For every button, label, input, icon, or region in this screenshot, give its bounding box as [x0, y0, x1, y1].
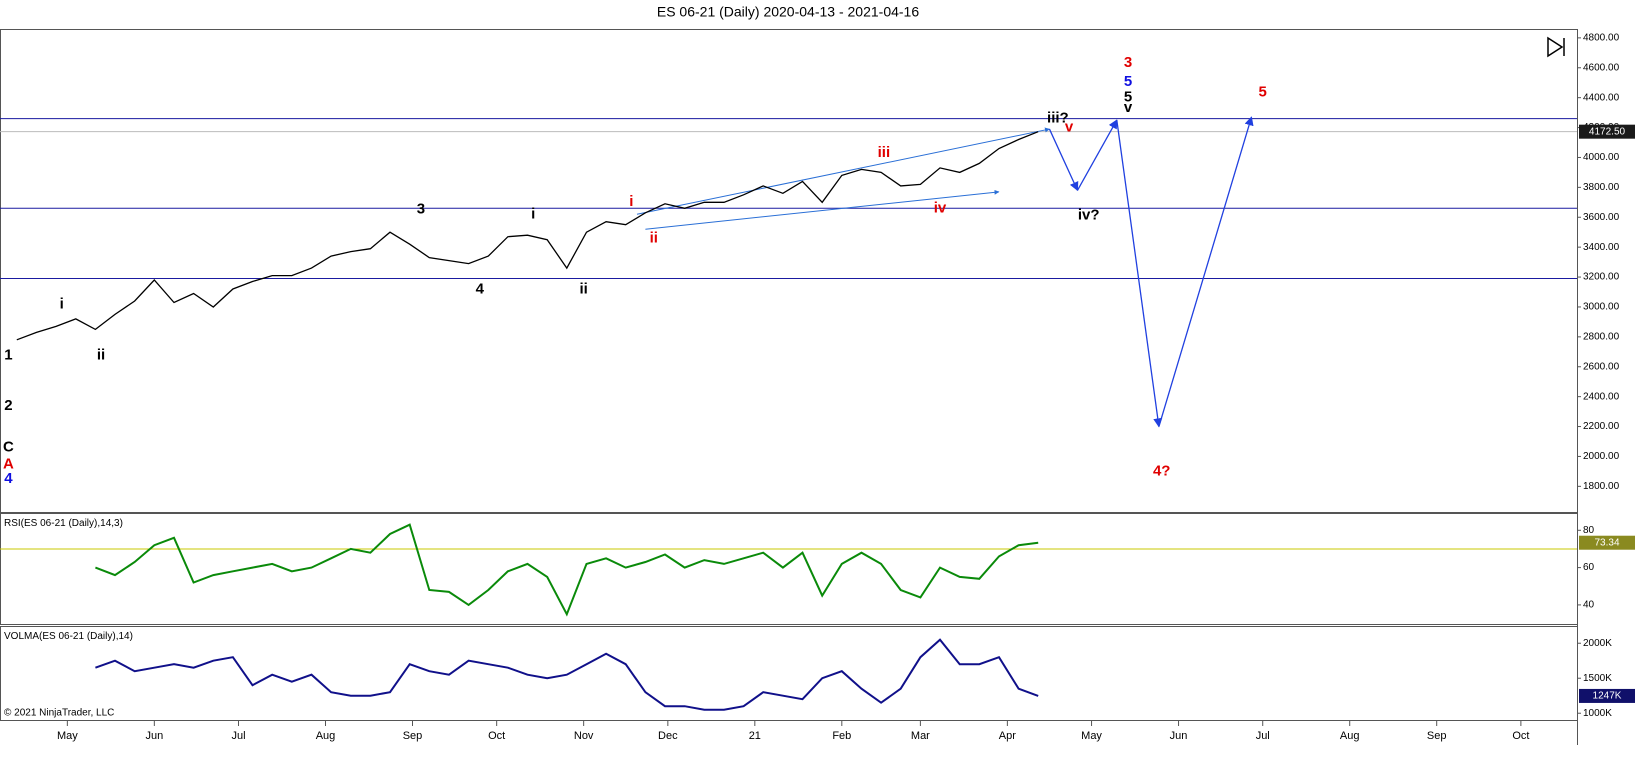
- y-tick-label: 60: [1583, 562, 1595, 573]
- last-value-label: 1247K: [1593, 691, 1622, 702]
- wave-label: iii?: [1047, 109, 1069, 126]
- y-tick-label: 4600.00: [1583, 62, 1620, 73]
- x-tick-label: Nov: [574, 730, 594, 742]
- wave-label: 5: [1124, 88, 1132, 105]
- wave-label: v: [1124, 99, 1133, 116]
- wave-label: 4: [4, 470, 13, 487]
- y-tick-label: 80: [1583, 525, 1595, 536]
- y-tick-label: 40: [1583, 600, 1595, 611]
- wave-label: 5: [1259, 83, 1267, 100]
- y-tick-label: 2200.00: [1583, 421, 1620, 432]
- x-tick-label: Oct: [488, 730, 505, 742]
- y-tick-label: 3800.00: [1583, 182, 1620, 193]
- y-tick-label: 4400.00: [1583, 92, 1620, 103]
- wave-label: 2: [4, 397, 12, 414]
- copyright: © 2021 NinjaTrader, LLC: [4, 708, 114, 719]
- wave-label: iv?: [1078, 207, 1100, 224]
- x-tick-label: Mar: [911, 730, 930, 742]
- x-tick-label: May: [1081, 730, 1102, 742]
- x-tick-label: Aug: [316, 730, 336, 742]
- projection-arrow: [1116, 120, 1163, 428]
- wave-label: 1: [4, 347, 12, 364]
- wave-label: v: [1065, 119, 1074, 136]
- y-tick-label: 3400.00: [1583, 242, 1620, 253]
- x-tick-label: 21: [749, 730, 761, 742]
- wave-label: ii: [97, 347, 105, 364]
- wave-label: i: [531, 206, 535, 223]
- y-tick-label: 2600.00: [1583, 361, 1620, 372]
- x-tick-label: Feb: [832, 730, 851, 742]
- wave-label: 5: [1124, 73, 1132, 90]
- x-tick-label: Aug: [1340, 730, 1360, 742]
- x-tick-label: Apr: [999, 730, 1016, 742]
- y-tick-label: 3200.00: [1583, 272, 1620, 283]
- wave-label: 3: [417, 200, 425, 217]
- series-line: [95, 638, 1039, 711]
- last-value-label: 73.34: [1594, 537, 1619, 548]
- x-tick-label: Jun: [1170, 730, 1188, 742]
- last-value-box: [1579, 688, 1635, 703]
- last-value-box: [1579, 535, 1635, 550]
- y-tick-label: 2800.00: [1583, 331, 1620, 342]
- x-tick-label: May: [57, 730, 78, 742]
- y-tick-label: 4800.00: [1583, 33, 1620, 44]
- projection-arrow: [1158, 116, 1254, 427]
- y-tick-label: 2400.00: [1583, 391, 1620, 402]
- wave-label: iv: [934, 199, 947, 216]
- series-line: [16, 131, 1039, 341]
- projection-arrow: [1048, 128, 1079, 192]
- wave-label: ii: [650, 230, 658, 247]
- y-tick-label: 1500K: [1583, 673, 1612, 684]
- wave-label: A: [3, 455, 14, 472]
- last-value-box: [1579, 124, 1635, 139]
- x-tick-label: Sep: [1427, 730, 1447, 742]
- y-tick-label: 3000.00: [1583, 302, 1620, 313]
- x-tick-label: Dec: [658, 730, 678, 742]
- y-tick-label: 2000K: [1583, 638, 1612, 649]
- trend-line: [636, 127, 1050, 215]
- x-tick-label: Sep: [403, 730, 423, 742]
- x-tick-label: Oct: [1512, 730, 1529, 742]
- x-tick-label: Jul: [1256, 730, 1270, 742]
- wave-label: ii: [579, 281, 587, 298]
- projection-arrow: [1076, 119, 1118, 191]
- x-tick-label: Jun: [145, 730, 163, 742]
- wave-label: iii: [878, 144, 891, 161]
- volma-panel: [0, 626, 1578, 721]
- wave-label: 4: [476, 281, 485, 298]
- y-tick-label: 2000.00: [1583, 451, 1620, 462]
- y-tick-label: 1000K: [1583, 708, 1612, 719]
- chart-title: ES 06-21 (Daily) 2020-04-13 - 2021-04-16: [657, 4, 919, 20]
- wave-label: 3: [1124, 54, 1132, 71]
- series-line: [95, 523, 1039, 617]
- panel-title: RSI(ES 06-21 (Daily),14,3): [4, 518, 123, 529]
- panel-title: VOLMA(ES 06-21 (Daily),14): [4, 631, 133, 642]
- x-tick-label: Jul: [231, 730, 245, 742]
- rsi-panel: [0, 513, 1578, 625]
- panel-icon: [1547, 36, 1565, 58]
- price-panel: [0, 29, 1578, 513]
- wave-label: 4?: [1153, 463, 1171, 480]
- y-tick-label: 4000.00: [1583, 152, 1620, 163]
- y-tick-label: 1800.00: [1583, 481, 1620, 492]
- last-value-label: 4172.50: [1589, 126, 1626, 137]
- wave-label: C: [3, 439, 14, 456]
- wave-label: i: [60, 295, 64, 312]
- y-tick-label: 3600.00: [1583, 212, 1620, 223]
- wave-label: i: [629, 193, 633, 210]
- trend-line: [645, 189, 1000, 230]
